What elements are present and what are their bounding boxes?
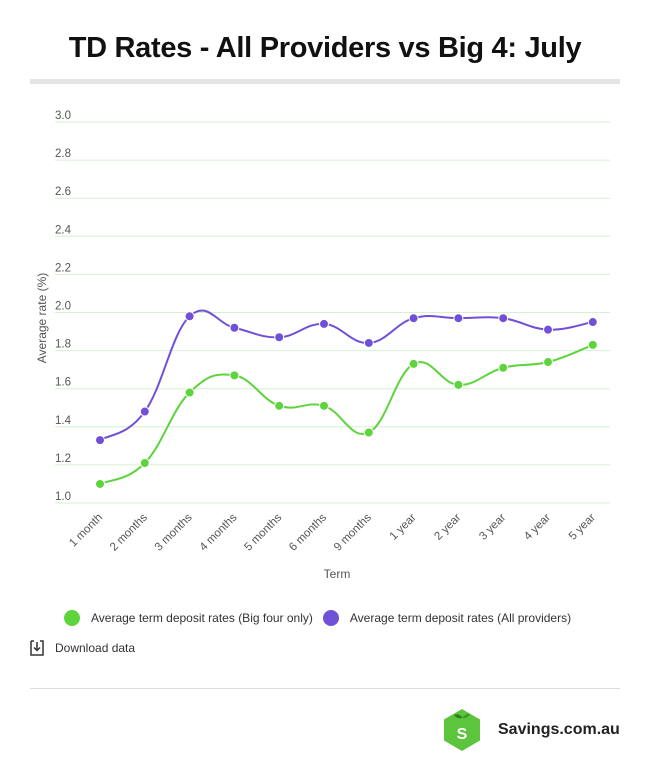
data-point-series-0 — [587, 339, 598, 350]
line-chart: 1.0 1.2 1.4 1.6 1.8 2.0 2.2 2.4 2.6 2.8 3.0 1 month… — [35, 110, 610, 581]
data-point-series-1 — [543, 324, 553, 335]
data-point-series-0 — [95, 478, 105, 489]
x-tick-label: 3 year — [477, 512, 508, 543]
x-tick-label: 3 months — [153, 511, 195, 553]
data-point-series-0 — [319, 400, 329, 411]
data-point-series-0 — [229, 370, 240, 381]
legend-item-all-providers[interactable]: Average term deposit rates (All provider… — [322, 610, 572, 626]
download-icon — [30, 640, 44, 656]
y-axis-title: Average rate (%) — [35, 273, 49, 364]
data-point-series-1 — [498, 313, 509, 324]
y-tick-label: 1.6 — [55, 377, 71, 389]
brand-name: Savings.com.au — [498, 721, 620, 738]
legend-label-all-providers: Average term deposit rates (All provider… — [349, 611, 572, 625]
legend-item-big4[interactable]: Average term deposit rates (Big four onl… — [64, 610, 313, 626]
data-point-series-0 — [453, 379, 464, 390]
x-tick-label: 5 year — [567, 512, 598, 543]
legend-label-big4: Average term deposit rates (Big four onl… — [91, 611, 313, 625]
x-tick-label: 1 month — [67, 512, 105, 550]
legend: Average term deposit rates (Big four onl… — [64, 610, 581, 626]
y-tick-label: 1.2 — [55, 453, 71, 465]
series-line-0 — [99, 343, 594, 485]
download-data-button[interactable]: Download data — [30, 640, 135, 656]
data-point-series-1 — [363, 337, 374, 348]
y-tick-label: 2.2 — [55, 262, 71, 274]
x-tick-label: 5 months — [242, 511, 284, 553]
brand[interactable]: S Savings.com.au — [440, 708, 620, 752]
data-point-series-0 — [408, 358, 419, 369]
data-point-series-1 — [139, 406, 150, 417]
footer-divider — [30, 688, 620, 689]
download-label: Download data — [55, 641, 136, 655]
data-point-series-1 — [229, 322, 240, 333]
title-divider — [30, 79, 620, 84]
x-tick-label: 4 year — [522, 512, 553, 543]
y-tick-label: 2.8 — [55, 148, 71, 160]
legend-dot-all-providers — [322, 610, 339, 626]
data-point-series-0 — [274, 400, 285, 411]
data-point-series-0 — [498, 362, 509, 373]
y-tick-label: 1.4 — [55, 415, 72, 427]
x-tick-label: 9 months — [332, 511, 374, 553]
data-point-series-1 — [587, 317, 598, 328]
y-tick-label: 2.4 — [55, 224, 72, 236]
y-tick-label: 1.0 — [55, 491, 71, 503]
x-tick-label: 2 months — [108, 511, 150, 553]
legend-dot-big4 — [64, 610, 80, 626]
data-point-series-1 — [319, 318, 329, 329]
x-tick-label: 6 months — [287, 511, 329, 553]
x-tick-label: 1 year — [388, 512, 419, 543]
y-tick-label: 3.0 — [55, 110, 71, 122]
data-point-series-1 — [453, 313, 464, 324]
chart-title: TD Rates - All Providers vs Big 4: July — [68, 32, 582, 64]
data-point-series-0 — [184, 387, 195, 398]
data-point-series-1 — [184, 311, 195, 322]
x-axis-title: Term — [324, 567, 351, 581]
data-point-series-1 — [408, 313, 419, 324]
series-line-1 — [99, 309, 593, 442]
data-point-series-0 — [363, 427, 374, 438]
x-tick-label: 4 months — [198, 511, 240, 553]
savings-logo-icon: S — [444, 709, 480, 751]
x-tick-label: 2 year — [432, 512, 463, 543]
data-point-series-1 — [95, 435, 105, 446]
y-tick-label: 1.8 — [55, 339, 71, 351]
y-tick-label: 2.6 — [55, 186, 71, 198]
data-point-series-1 — [274, 332, 285, 343]
svg-text:S: S — [457, 726, 468, 743]
data-point-series-0 — [543, 357, 553, 368]
y-tick-label: 2.0 — [55, 301, 71, 313]
data-point-series-0 — [139, 457, 150, 468]
